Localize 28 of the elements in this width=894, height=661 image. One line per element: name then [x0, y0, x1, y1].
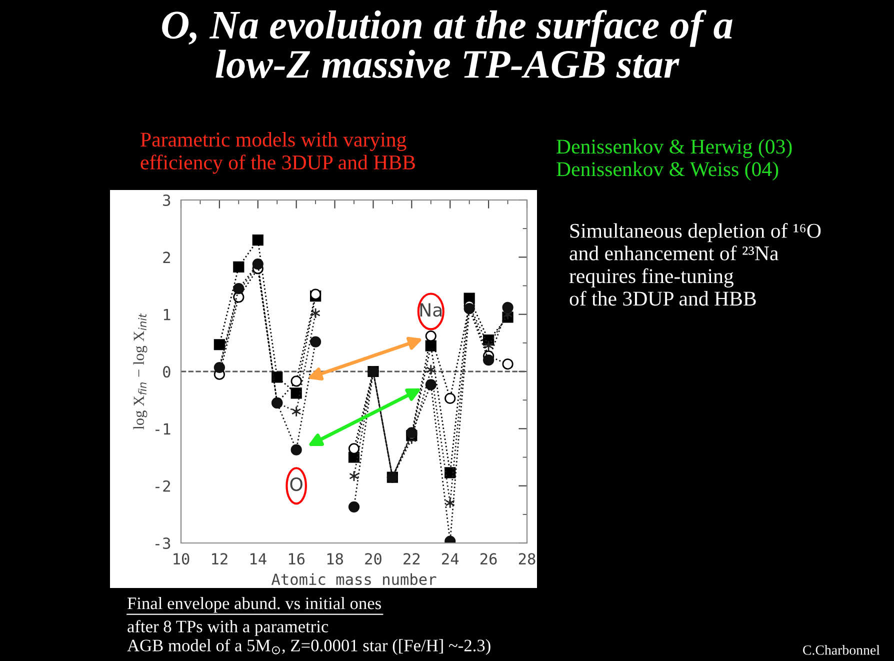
x-tick-label: 18 — [327, 553, 343, 565]
x-tick-label: 24 — [442, 553, 459, 564]
text: Denissenkov & Herwig (03) Denissenkov & Weiss (04) — [556, 139, 792, 180]
y-tick-label: 2 — [163, 252, 170, 264]
y-tick-label: 0 — [163, 366, 170, 378]
text: Simultaneous depletion of ¹⁶O and enhancement of ²³Na requires fine-tuning of the 3DUP and HBB — [569, 223, 821, 306]
x-tick-label: 28 — [518, 553, 536, 565]
chart-title: O, Na evolution at the surface of a low-Z massive TP-AGB star — [162, 10, 732, 78]
y-tick-label: 1 — [164, 309, 170, 320]
x-tick-label: 10 — [174, 553, 190, 565]
x-tick-label: 14 — [250, 553, 266, 564]
annotation: O — [290, 477, 302, 492]
x-tick-label: 22 — [404, 553, 420, 564]
y-tick-label: -2 — [156, 480, 170, 492]
y-tick-label: -3 — [156, 538, 170, 550]
y-tick-label: -1 — [156, 423, 170, 435]
annotation: Na — [420, 303, 442, 317]
x-tick-label: 20 — [365, 553, 382, 565]
y-tick-label: 3 — [163, 194, 170, 206]
text: C.Charbonnel — [803, 645, 880, 655]
x-tick-label: 26 — [480, 553, 497, 565]
text: Parametric models with varying efficiency of the 3DUP and HBB — [140, 132, 415, 174]
text: after 8 TPs with a parametric AGB model of a 5M$_{⊙}$, Z=0.0001 star ([Fe/H] ~-2.3) — [127, 620, 490, 655]
x-axis-title: Atomic mass number — [272, 573, 436, 586]
y-axis-title: log X$_{fin}$ − log X$_{init}$ — [133, 313, 148, 430]
x-tick-label: 16 — [288, 553, 305, 565]
x-tick-label: 12 — [212, 553, 228, 564]
text: Final envelope abund. vs initial ones — [128, 597, 381, 613]
